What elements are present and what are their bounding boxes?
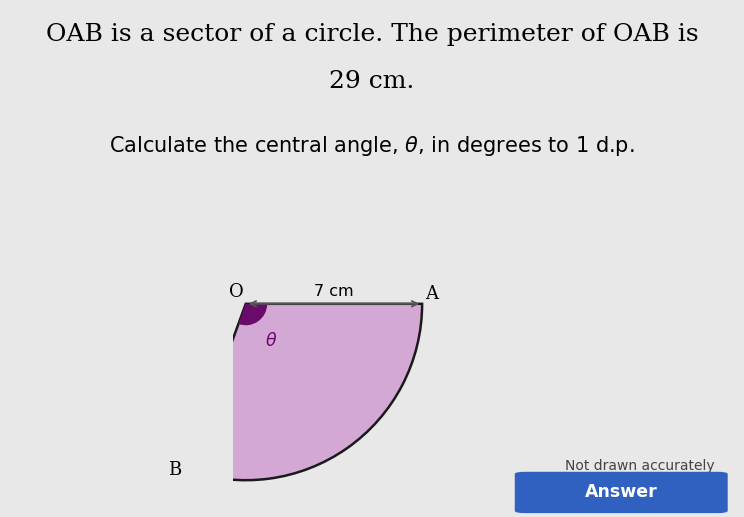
Text: 29 cm.: 29 cm. <box>330 70 414 93</box>
Text: B: B <box>168 461 182 479</box>
Wedge shape <box>238 304 267 325</box>
FancyBboxPatch shape <box>515 472 728 513</box>
Text: 7 cm: 7 cm <box>314 284 353 299</box>
Text: Answer: Answer <box>585 482 658 500</box>
Text: O: O <box>229 283 244 301</box>
Text: Not drawn accurately: Not drawn accurately <box>565 459 714 473</box>
Wedge shape <box>185 304 422 480</box>
Text: Calculate the central angle, $\theta$, in degrees to 1 d.p.: Calculate the central angle, $\theta$, i… <box>109 134 635 158</box>
Text: $\theta$: $\theta$ <box>265 332 278 350</box>
Text: A: A <box>425 284 438 302</box>
Text: OAB is a sector of a circle. The perimeter of OAB is: OAB is a sector of a circle. The perimet… <box>45 23 699 46</box>
